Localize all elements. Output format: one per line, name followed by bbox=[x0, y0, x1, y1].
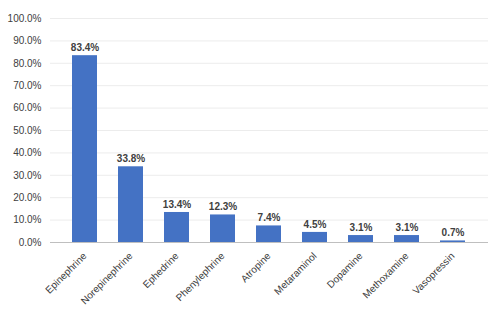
svg-text:70.0%: 70.0% bbox=[13, 80, 41, 91]
svg-text:Norepinephrine: Norepinephrine bbox=[79, 250, 135, 306]
svg-text:Metaraminol: Metaraminol bbox=[272, 250, 319, 297]
svg-text:100.0%: 100.0% bbox=[8, 13, 42, 24]
svg-text:20.0%: 20.0% bbox=[13, 192, 41, 203]
svg-text:3.1%: 3.1% bbox=[396, 222, 419, 233]
svg-text:Epinephrine: Epinephrine bbox=[43, 250, 89, 296]
svg-text:13.4%: 13.4% bbox=[163, 199, 191, 210]
svg-text:60.0%: 60.0% bbox=[13, 102, 41, 113]
svg-text:7.4%: 7.4% bbox=[258, 212, 281, 223]
svg-text:4.5%: 4.5% bbox=[304, 219, 327, 230]
svg-text:90.0%: 90.0% bbox=[13, 35, 41, 46]
svg-text:Methoxamine: Methoxamine bbox=[360, 250, 411, 301]
svg-text:12.3%: 12.3% bbox=[209, 201, 237, 212]
svg-text:83.4%: 83.4% bbox=[71, 42, 99, 53]
svg-text:80.0%: 80.0% bbox=[13, 58, 41, 69]
svg-text:Dopamine: Dopamine bbox=[325, 250, 365, 290]
svg-text:30.0%: 30.0% bbox=[13, 170, 41, 181]
svg-text:Vasopressin: Vasopressin bbox=[411, 250, 457, 296]
svg-text:0.0%: 0.0% bbox=[19, 237, 42, 248]
svg-text:10.0%: 10.0% bbox=[13, 214, 41, 225]
svg-text:3.1%: 3.1% bbox=[350, 222, 373, 233]
svg-text:50.0%: 50.0% bbox=[13, 125, 41, 136]
svg-text:0.7%: 0.7% bbox=[442, 227, 465, 238]
svg-text:40.0%: 40.0% bbox=[13, 147, 41, 158]
svg-text:33.8%: 33.8% bbox=[117, 153, 145, 164]
svg-text:Phenylephrine: Phenylephrine bbox=[174, 250, 227, 303]
svg-text:Ephedrine: Ephedrine bbox=[141, 250, 181, 290]
svg-text:Atropine: Atropine bbox=[239, 250, 273, 284]
